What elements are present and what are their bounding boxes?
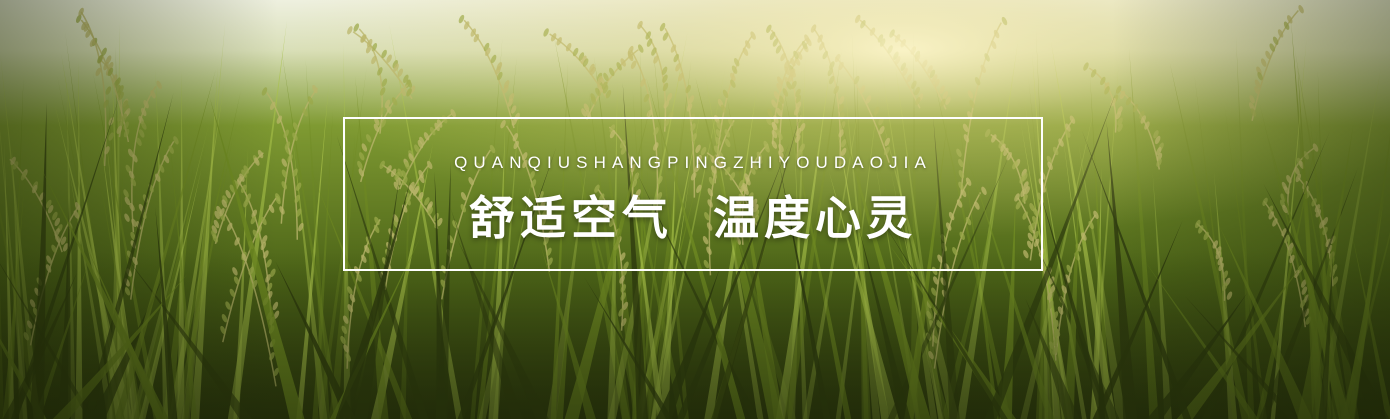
slogan-headline: 舒适空气 温度心灵 bbox=[345, 189, 1041, 247]
pinyin-subtitle: QUANQIUSHANGPINGZHIYOUDAOJIA bbox=[454, 153, 932, 172]
caption-frame: QUANQIUSHANGPINGZHIYOUDAOJIA 舒适空气 温度心灵 bbox=[343, 117, 1043, 271]
slogan-left: 舒适空气 bbox=[469, 191, 673, 245]
slogan-right: 温度心灵 bbox=[713, 191, 917, 245]
